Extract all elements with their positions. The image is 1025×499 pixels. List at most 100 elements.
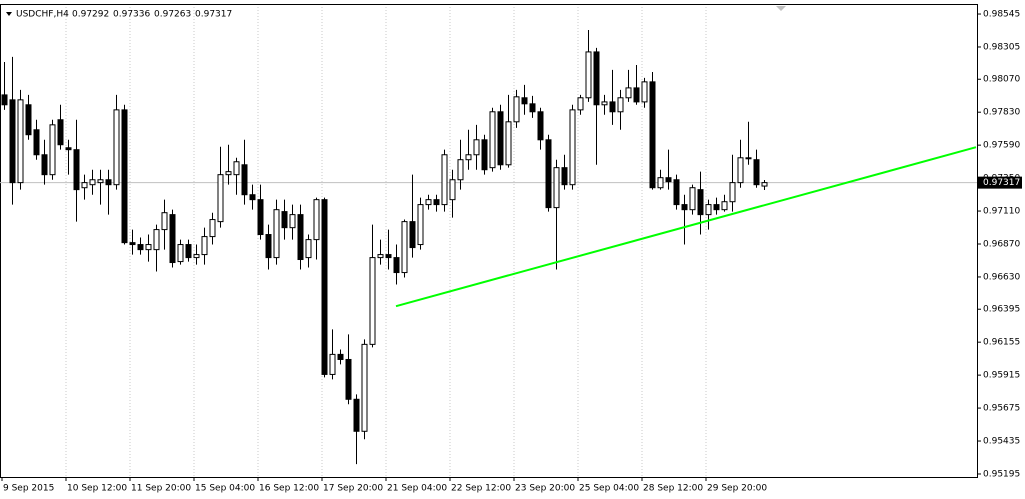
candle-body [177,244,184,263]
candle-body [561,167,568,186]
candle-body [201,236,208,256]
candle-body [249,194,256,201]
candle-body [121,109,128,244]
y-tick-label: 0.95195 [983,469,1020,479]
symbol: USDCHF,H4 [16,10,69,20]
candle-body [433,199,440,206]
candle-body [33,129,40,156]
candle-body [9,99,16,184]
candle-body [441,154,448,206]
menu-arrow[interactable] [6,12,12,16]
x-tick-label: 23 Sep 20:00 [515,484,575,494]
candle-body [601,101,608,106]
candle-body [345,358,352,400]
plot-frame [0,4,978,478]
candle-body [137,244,144,251]
candle-body [737,157,744,184]
y-tick-label: 0.96630 [983,272,1020,282]
x-tick-label: 16 Sep 12:00 [259,484,319,494]
candle-body [705,204,712,216]
candle-body [353,398,360,432]
candle-body [697,189,704,216]
candle-body [25,104,32,136]
x-tick-label: 28 Sep 12:00 [643,484,703,494]
candle-body [377,254,384,259]
candle-body [329,353,336,375]
candle-body [265,234,272,259]
candle-body [217,174,224,223]
header-ohlc: 0.97263 [154,10,191,20]
candle-body [113,109,120,186]
candle-body [417,204,424,246]
candle-body [393,257,400,274]
candle-body [625,87,632,99]
candle-body [553,167,560,209]
candle-body [17,99,24,184]
candle-body [81,182,88,189]
candle-body [721,201,728,211]
candle-body [713,204,720,211]
candle-body [489,111,496,169]
candle-body [169,214,176,264]
candle-body [473,139,480,156]
candle-body [225,171,232,176]
candle-body [289,214,296,229]
candle-body [41,154,48,176]
candle-body [385,254,392,259]
y-tick-label: 0.98305 [983,42,1020,52]
candle-body [257,199,264,236]
candle-body [617,97,624,113]
candle-body [457,159,464,181]
shift-marker[interactable] [776,6,786,11]
x-tick-label: 22 Sep 12:00 [451,484,511,494]
x-tick-label: 17 Sep 20:00 [323,484,383,494]
y-tick-label: 0.97110 [983,207,1020,217]
candle-body [497,111,504,166]
candle-body [337,353,344,360]
price-label: 0.97317 [983,178,1020,188]
candle-body [297,214,304,261]
candle-body [209,219,216,238]
candle-body [369,257,376,345]
candle-body [281,211,288,229]
candle-body [681,204,688,211]
x-tick-label: 9 Sep 2015 [3,484,54,494]
x-tick-label: 15 Sep 04:00 [195,484,255,494]
y-tick-label: 0.95675 [983,404,1020,414]
y-tick-label: 0.96395 [983,305,1020,315]
candle-body [321,199,328,375]
candle-body [65,147,72,151]
candle-body [521,97,528,105]
candle-body [753,159,760,186]
candle-body [689,187,696,211]
trendline [395,146,977,308]
candle-body [481,139,488,171]
y-tick-label: 0.97830 [983,108,1020,118]
y-tick-label: 0.96155 [983,338,1020,348]
y-tick-label: 0.98070 [983,75,1020,85]
candle-body [665,177,672,183]
candle-body [585,51,592,99]
x-tick-label: 11 Sep 20:00 [131,484,191,494]
candle-body [505,121,512,166]
x-tick-label: 29 Sep 20:00 [707,484,767,494]
candle-body [273,209,280,259]
x-tick-label: 25 Sep 04:00 [579,484,639,494]
y-tick-label: 0.95915 [983,371,1020,381]
candle-body [673,179,680,206]
y-tick-label: 0.97590 [983,141,1020,151]
candle-body [529,103,536,113]
candle-body [649,81,656,189]
x-tick-label: 21 Sep 04:00 [387,484,447,494]
y-tick-label: 0.96870 [983,240,1020,250]
candle-body [129,242,136,246]
candle-body [161,212,168,231]
x-tick-label: 10 Sep 12:00 [67,484,127,494]
candle-body [185,244,192,259]
candle-body [145,244,152,251]
candle-body [545,139,552,209]
candle-body [537,111,544,141]
candle-body [305,239,312,259]
candle-body [49,124,56,176]
